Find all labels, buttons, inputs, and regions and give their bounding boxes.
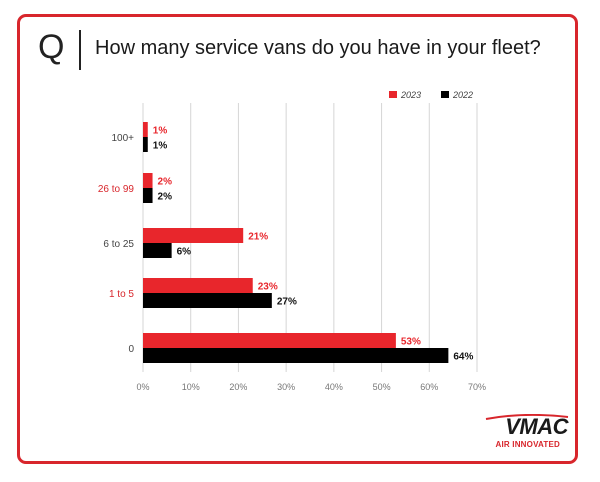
bar-2022 — [143, 188, 153, 203]
bar-2022 — [143, 348, 449, 363]
logo-wordmark: VMAC — [505, 414, 568, 439]
bar-2023 — [143, 333, 396, 348]
logo-swoosh-icon — [485, 414, 569, 420]
data-label-2023: 53% — [401, 337, 421, 348]
legend-label-2022: 2022 — [452, 90, 473, 100]
bar-2023 — [143, 278, 253, 293]
bar-2023 — [143, 122, 148, 137]
logo-tagline: AIR INNOVATED — [495, 440, 560, 449]
y-category-label: 6 to 25 — [103, 239, 134, 250]
bar-2022 — [143, 293, 272, 308]
x-tick-label: 70% — [468, 382, 486, 392]
data-label-2022: 2% — [158, 192, 173, 203]
legend-swatch-2023 — [389, 91, 397, 98]
x-tick-label: 10% — [182, 382, 200, 392]
x-tick-label: 20% — [229, 382, 247, 392]
data-label-2022: 6% — [177, 247, 192, 258]
x-tick-label: 30% — [277, 382, 295, 392]
bar-2022 — [143, 137, 148, 152]
data-label-2023: 2% — [158, 177, 173, 188]
question-icon: Q — [38, 28, 65, 66]
x-tick-label: 0% — [136, 382, 149, 392]
data-label-2023: 1% — [153, 126, 168, 137]
y-category-label: 26 to 99 — [98, 184, 135, 195]
data-label-2022: 1% — [153, 141, 168, 152]
legend-label-2023: 2023 — [400, 90, 421, 100]
data-label-2023: 21% — [248, 232, 268, 243]
legend-swatch-2022 — [441, 91, 449, 98]
bar-2023 — [143, 173, 153, 188]
bar-2022 — [143, 243, 172, 258]
data-label-2022: 27% — [277, 297, 297, 308]
x-tick-label: 50% — [373, 382, 391, 392]
x-tick-label: 60% — [420, 382, 438, 392]
y-category-label: 0 — [128, 344, 134, 355]
data-label-2022: 64% — [453, 352, 473, 363]
data-label-2023: 23% — [258, 282, 278, 293]
bar-2023 — [143, 228, 244, 243]
y-category-label: 1 to 5 — [109, 289, 134, 300]
chart-card — [17, 14, 578, 464]
chart-question-title: How many service vans do you have in you… — [95, 37, 541, 59]
question-divider — [79, 30, 81, 70]
x-tick-label: 40% — [325, 382, 343, 392]
y-category-label: 100+ — [111, 133, 134, 144]
vmac-logo: VMAC AIR INNOVATED — [478, 414, 569, 454]
